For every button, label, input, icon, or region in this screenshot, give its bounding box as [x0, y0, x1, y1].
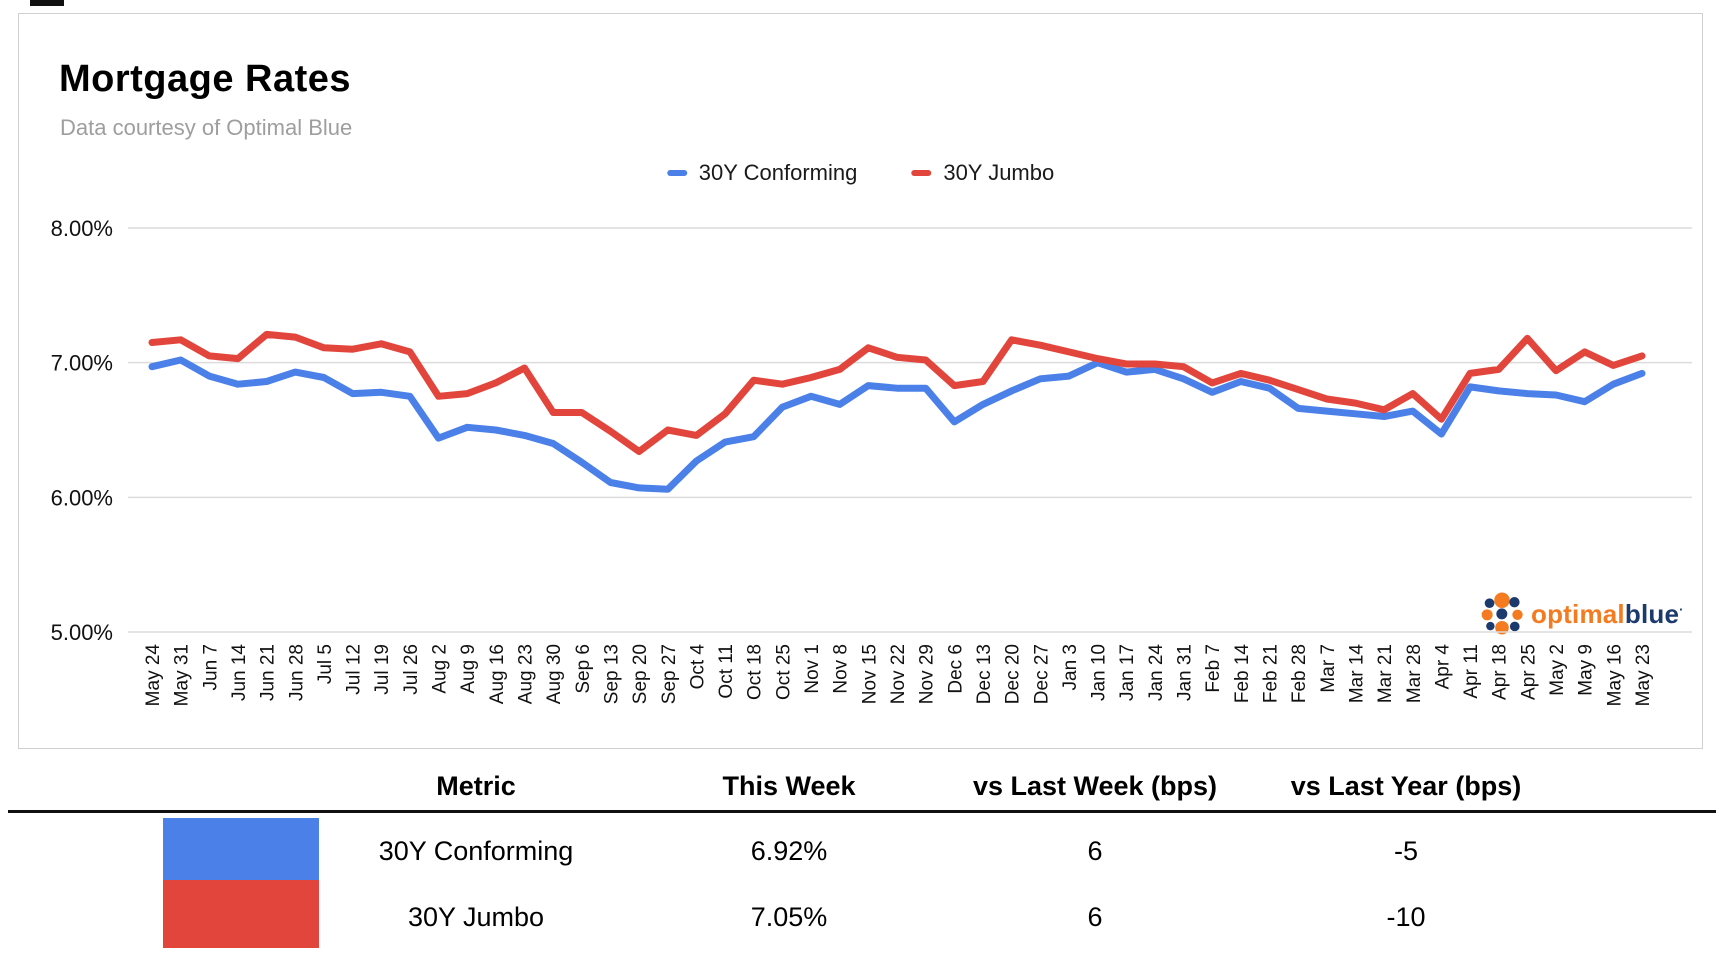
- cell-thisweek-jumbo: 7.05%: [750, 902, 828, 932]
- cell-vslastyear-conforming: -5: [1393, 836, 1419, 866]
- conforming-dash-icon: [666, 170, 687, 176]
- legend-item-jumbo: 30Y Jumbo: [911, 160, 1054, 186]
- x-axis-label-jun-7: Jun 7: [200, 644, 221, 690]
- x-axis-label-sep-13: Sep 13: [601, 644, 622, 704]
- x-axis-label-mar-21: Mar 21: [1375, 644, 1396, 703]
- x-axis-label-aug-2: Aug 2: [430, 644, 451, 694]
- x-axis-label-feb-21: Feb 21: [1261, 644, 1282, 703]
- x-axis-label-jan-24: Jan 24: [1146, 644, 1167, 701]
- x-axis-label-mar-28: Mar 28: [1404, 644, 1425, 703]
- x-axis-label-sep-6: Sep 6: [573, 644, 594, 694]
- optimal-blue-logo: optimalblue·: [1481, 592, 1684, 636]
- x-axis-label-jun-21: Jun 21: [258, 644, 279, 701]
- legend-item-conforming: 30Y Conforming: [666, 160, 858, 186]
- page-title: Mortgage Rates: [59, 58, 352, 100]
- col-header-this-week: This Week: [722, 771, 856, 801]
- x-axis-label-aug-30: Aug 30: [544, 644, 565, 704]
- series-line-30y-conforming: [148, 356, 1646, 493]
- y-axis-label-6.00%: 6.00%: [51, 485, 113, 510]
- cell-metric-conforming: 30Y Conforming: [378, 836, 574, 866]
- x-axis-label-oct-18: Oct 18: [745, 644, 766, 700]
- x-axis-label-sep-20: Sep 20: [630, 644, 651, 704]
- x-axis-label-nov-8: Nov 8: [831, 644, 852, 694]
- cell-vslastyear-jumbo: -10: [1386, 902, 1426, 932]
- x-axis-label-feb-7: Feb 7: [1203, 644, 1224, 693]
- x-axis-label-jan-31: Jan 31: [1175, 644, 1196, 701]
- x-axis-label-oct-25: Oct 25: [773, 644, 794, 700]
- x-axis-label-dec-13: Dec 13: [974, 644, 995, 704]
- x-axis-label-nov-1: Nov 1: [802, 644, 823, 694]
- legend-label-conforming: 30Y Conforming: [698, 160, 858, 185]
- y-axis-label-5.00%: 5.00%: [51, 620, 113, 645]
- x-axis-label-nov-22: Nov 22: [888, 644, 909, 704]
- x-axis-label-jun-28: Jun 28: [286, 644, 307, 701]
- x-axis-label-jan-3: Jan 3: [1060, 644, 1081, 690]
- x-axis-label-sep-27: Sep 27: [659, 644, 680, 704]
- x-axis-label-may-24: May 24: [143, 644, 164, 707]
- x-axis-label-may-9: May 9: [1576, 644, 1597, 696]
- x-axis-label-jul-12: Jul 12: [344, 644, 365, 695]
- x-axis-label-dec-27: Dec 27: [1031, 644, 1052, 704]
- x-axis-label-dec-20: Dec 20: [1003, 644, 1024, 704]
- jumbo-dash-icon: [911, 170, 932, 176]
- x-axis-label-feb-28: Feb 28: [1289, 644, 1310, 703]
- x-axis-label-jul-5: Jul 5: [315, 644, 336, 684]
- x-axis-label-aug-23: Aug 23: [516, 644, 537, 704]
- x-axis-label-apr-4: Apr 4: [1432, 644, 1453, 690]
- x-axis-label-aug-16: Aug 16: [487, 644, 508, 704]
- x-axis-label-may-23: May 23: [1633, 644, 1654, 706]
- x-axis-label-feb-14: Feb 14: [1232, 644, 1253, 704]
- optimal-blue-dot-flower-icon: [1481, 592, 1523, 635]
- x-axis-label-jan-17: Jan 17: [1117, 644, 1138, 701]
- cell-vslastweek-jumbo: 6: [1087, 902, 1103, 932]
- x-axis-label-may-31: May 31: [172, 644, 193, 706]
- x-axis-label-oct-11: Oct 11: [716, 644, 737, 699]
- col-header-vs-last-week: vs Last Week (bps): [972, 771, 1218, 801]
- x-axis-label-aug-9: Aug 9: [458, 644, 479, 694]
- table-divider: [8, 810, 1716, 813]
- chart-legend: 30Y Conforming 30Y Jumbo: [666, 160, 1054, 186]
- cell-metric-jumbo: 30Y Jumbo: [407, 902, 545, 932]
- legend-label-jumbo: 30Y Jumbo: [943, 160, 1055, 185]
- series-line-30y-jumbo: [148, 330, 1646, 455]
- conforming-swatch: [163, 818, 319, 880]
- x-axis-label-may-2: May 2: [1547, 644, 1568, 696]
- y-axis-label-7.00%: 7.00%: [51, 351, 113, 376]
- col-header-vs-last-year: vs Last Year (bps): [1290, 771, 1522, 801]
- x-axis-label-oct-4: Oct 4: [687, 644, 708, 690]
- x-axis-label-may-16: May 16: [1604, 644, 1625, 706]
- x-axis-label-apr-18: Apr 18: [1490, 644, 1511, 700]
- x-axis-label-dec-6: Dec 6: [945, 644, 966, 694]
- cell-thisweek-conforming: 6.92%: [750, 836, 828, 866]
- cell-vslastweek-conforming: 6: [1087, 836, 1103, 866]
- x-axis-label-nov-29: Nov 29: [917, 644, 938, 704]
- page-subtitle: Data courtesy of Optimal Blue: [60, 115, 353, 140]
- jumbo-swatch: [163, 880, 319, 948]
- x-axis-label-apr-11: Apr 11: [1461, 644, 1482, 699]
- y-axis-label-8.00%: 8.00%: [51, 216, 113, 241]
- optimal-blue-wordmark: optimalblue·: [1531, 598, 1684, 629]
- x-axis-label-jul-26: Jul 26: [401, 644, 422, 695]
- x-axis-label-apr-25: Apr 25: [1518, 644, 1539, 700]
- x-axis-label-mar-7: Mar 7: [1318, 644, 1339, 693]
- x-axis-label-nov-15: Nov 15: [859, 644, 880, 704]
- x-axis-label-jun-14: Jun 14: [229, 644, 250, 701]
- x-axis-label-jan-10: Jan 10: [1089, 644, 1110, 701]
- x-axis-label-jul-19: Jul 19: [372, 644, 393, 695]
- x-axis-label-mar-14: Mar 14: [1346, 644, 1367, 704]
- chart-card: Mortgage Rates Data courtesy of Optimal …: [18, 13, 1703, 749]
- col-header-metric: Metric: [436, 771, 516, 801]
- top-edge-mark: [30, 0, 64, 6]
